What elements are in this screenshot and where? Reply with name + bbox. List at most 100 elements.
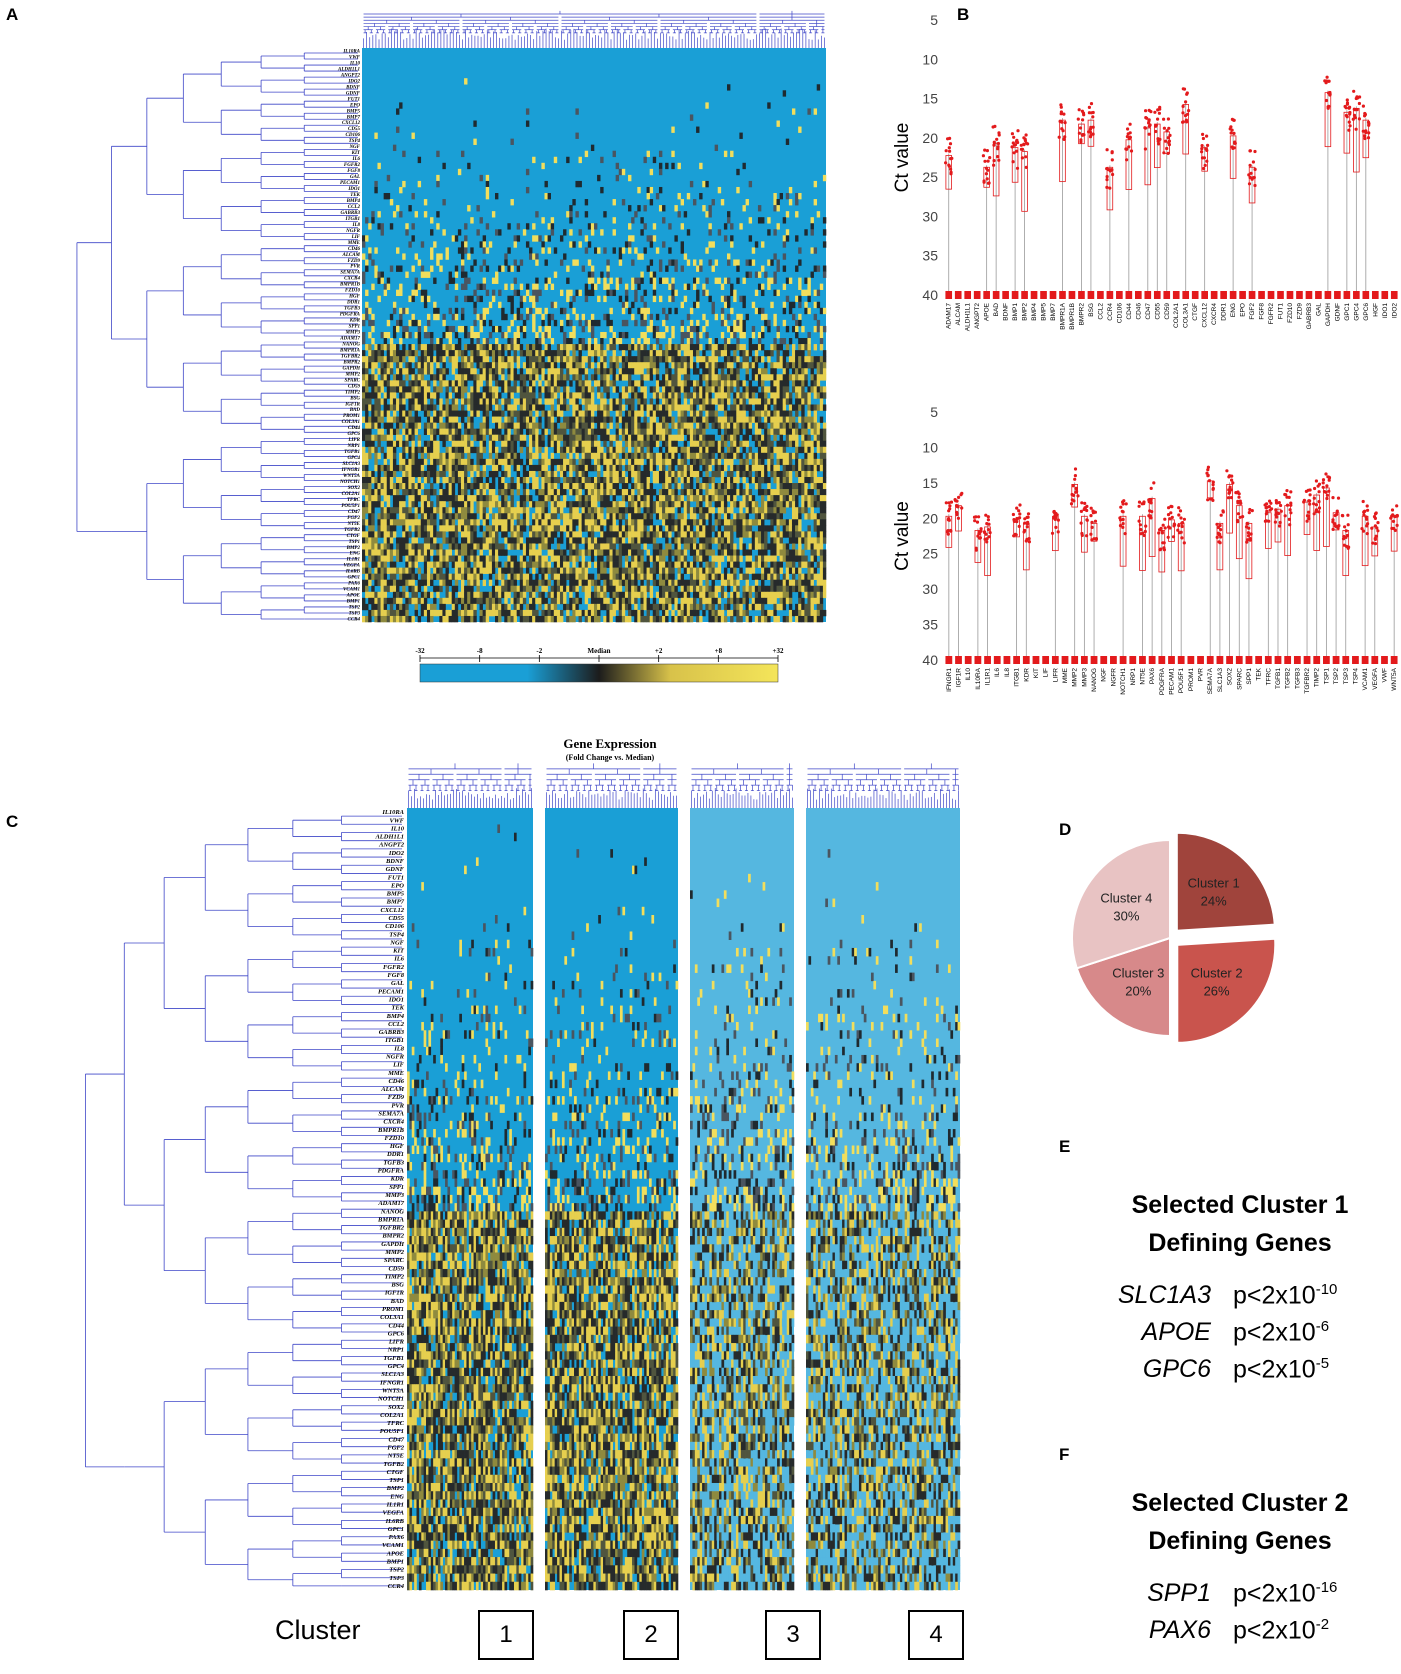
heatmap-a-cell (776, 489, 780, 496)
heatmap-a-cell (631, 434, 635, 442)
heatmap-a-cell (711, 416, 715, 423)
heatmap-a-cell (791, 380, 796, 387)
heatmap-a-cell (745, 368, 749, 375)
heatmap-a-cell (513, 483, 517, 490)
heatmap-a-cell (405, 525, 409, 532)
heatmap-a-cell (643, 470, 647, 478)
heatmap-a-cell (423, 519, 428, 526)
heatmap-a-cell (433, 380, 437, 387)
heatmap-a-cell (822, 229, 827, 236)
heatmap-a-cell (365, 356, 369, 363)
heatmap-a-cell (637, 501, 641, 508)
heatmap-a-cell (433, 301, 437, 309)
heatmap-a-cell (791, 428, 796, 435)
heatmap-a-cell (739, 319, 743, 327)
heatmap-a-cell (550, 531, 555, 538)
heatmap-a-cell (600, 519, 604, 526)
heatmap-a-cell (426, 362, 431, 369)
heatmap-a-cell (464, 434, 468, 442)
heatmap-a-cell (575, 446, 579, 454)
heatmap-a-cell (584, 295, 589, 303)
heatmap-a-cell (547, 362, 551, 369)
heatmap-a-cell (578, 422, 582, 429)
heatmap-a-cell (646, 193, 650, 200)
heatmap-a-cell (392, 416, 397, 423)
heatmap-a-cell (680, 519, 684, 526)
heatmap-a-cell (423, 513, 428, 520)
heatmap-a-cell (405, 531, 409, 538)
heatmap-a-cell (495, 452, 499, 460)
heatmap-a-cell (454, 452, 459, 460)
heatmap-a-cell (420, 380, 425, 387)
heatmap-a-cell (813, 470, 818, 478)
heatmap-a-cell (696, 344, 700, 351)
heatmap-a-cell (516, 386, 521, 393)
heatmap-a-cell (767, 325, 771, 333)
heatmap-a-cell (504, 380, 508, 387)
heatmap-a-cell (662, 434, 666, 442)
heatmap-a-cell (634, 410, 638, 417)
heatmap-a-cell (380, 476, 384, 484)
heatmap-a-cell (451, 458, 456, 466)
heatmap-a-cell (414, 331, 418, 339)
heatmap-a-cell (559, 458, 564, 466)
heatmap-a-cell (525, 470, 530, 478)
heatmap-a-cell (532, 531, 536, 538)
heatmap-a-cell (618, 525, 623, 532)
heatmap-a-cell (436, 368, 440, 375)
heatmap-a-cell (566, 440, 570, 448)
heatmap-a-cell (553, 483, 558, 490)
heatmap-a-cell (408, 483, 412, 490)
heatmap-a-cell (637, 458, 641, 466)
heatmap-a-cell (569, 338, 573, 345)
heatmap-a-cell (442, 495, 446, 502)
heatmap-a-cell (791, 464, 796, 472)
heatmap-a-cell (761, 434, 765, 442)
heatmap-a-cell (396, 344, 400, 351)
heatmap-a-cell (538, 525, 542, 532)
heatmap-a-cell (773, 531, 777, 538)
heatmap-a-cell (711, 362, 715, 369)
heatmap-a-cell (776, 446, 780, 454)
heatmap-a-cell (587, 289, 592, 297)
heatmap-a-cell (590, 428, 595, 435)
heatmap-a-cell (677, 193, 681, 200)
heatmap-a-cell (392, 489, 397, 496)
heatmap-a-cell (365, 386, 369, 393)
heatmap-a-cell (646, 507, 650, 514)
heatmap-a-cell (563, 416, 567, 423)
heatmap-a-cell (600, 501, 604, 508)
heatmap-a-cell (717, 458, 722, 466)
heatmap-a-cell (510, 368, 514, 375)
heatmap-a-cell (470, 356, 474, 363)
heatmap-a-cell (436, 495, 440, 502)
heatmap-a-cell (631, 344, 635, 351)
heatmap-a-cell (810, 489, 814, 496)
heatmap-a-cell (362, 416, 366, 423)
heatmap-a-cell (708, 398, 712, 405)
heatmap-a-cell (742, 162, 746, 170)
heatmap-a-cell (507, 525, 511, 532)
heatmap-a-cell (822, 440, 827, 448)
heatmap-a-cell (569, 446, 573, 454)
heatmap-a-cell (566, 319, 570, 327)
heatmap-a-cell (476, 350, 480, 357)
heatmap-a-cell (516, 476, 521, 484)
heatmap-a-cell (668, 519, 672, 526)
heatmap-a-cell (578, 386, 582, 393)
heatmap-a-cell (377, 344, 381, 351)
heatmap-a-cell (377, 531, 381, 538)
heatmap-a-cell (457, 464, 462, 472)
heatmap-a-cell (522, 513, 527, 520)
heatmap-a-cell (535, 331, 539, 339)
heatmap-a-cell (485, 223, 490, 230)
heatmap-a-cell (368, 416, 372, 423)
heatmap-a-cell (396, 380, 400, 387)
heatmap-a-cell (776, 398, 780, 405)
heatmap-a-cell (392, 513, 397, 520)
heatmap-a-cell (491, 519, 496, 526)
heatmap-a-cell (519, 295, 524, 303)
heatmap-a-cell (448, 344, 452, 351)
heatmap-a-cell (569, 344, 573, 351)
heatmap-a-cell (655, 374, 660, 381)
